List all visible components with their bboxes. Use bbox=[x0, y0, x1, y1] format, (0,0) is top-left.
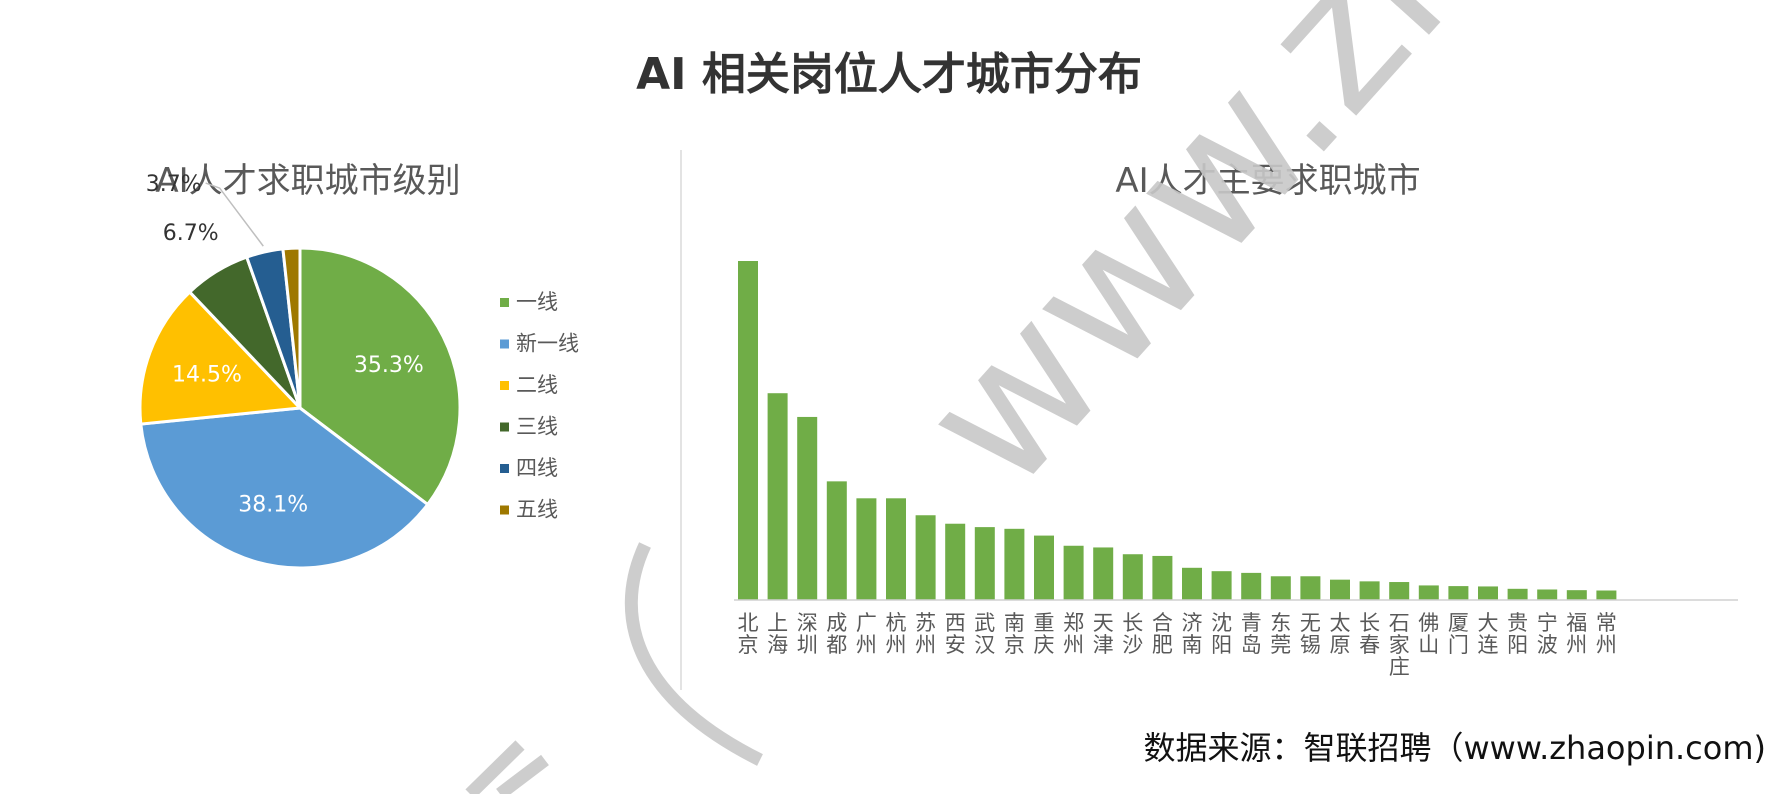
bar bbox=[738, 261, 758, 600]
legend-label: 五线 bbox=[516, 498, 558, 522]
bar bbox=[1537, 589, 1558, 600]
x-tick-label: 广州 bbox=[856, 611, 877, 657]
x-tick-label: 南京 bbox=[1004, 611, 1025, 657]
bar bbox=[1122, 554, 1143, 600]
bar bbox=[1152, 555, 1173, 600]
bar bbox=[1034, 535, 1054, 600]
bar bbox=[1182, 567, 1202, 600]
bar bbox=[767, 393, 788, 600]
legend-swatch bbox=[500, 339, 509, 349]
x-tick-label: 上海 bbox=[767, 611, 788, 657]
pie-data-label: 38.1% bbox=[238, 493, 308, 518]
x-tick-label: 杭州 bbox=[886, 611, 907, 657]
bar bbox=[945, 523, 966, 600]
legend-swatch bbox=[500, 298, 509, 307]
page-title: AI 相关岗位人才城市分布 bbox=[636, 49, 1142, 100]
x-tick-label: 长春 bbox=[1359, 611, 1380, 657]
data-source-note: 数据来源：智联招聘（www.zhaopin.com) bbox=[1143, 729, 1766, 767]
pie-chart-title: AI人才求职城市级别 bbox=[155, 161, 460, 201]
bar bbox=[1300, 576, 1321, 600]
x-tick-label: 宁波 bbox=[1537, 611, 1558, 657]
bar bbox=[886, 498, 906, 600]
x-tick-label: 石家庄 bbox=[1389, 611, 1410, 679]
bar bbox=[1270, 576, 1291, 600]
pie-data-label: 6.7% bbox=[163, 221, 219, 246]
bar bbox=[1418, 585, 1439, 600]
x-tick-label: 福州 bbox=[1566, 611, 1587, 657]
legend-swatch bbox=[500, 381, 509, 390]
pie-data-label: 35.3% bbox=[354, 353, 424, 378]
x-tick-label: 贵阳 bbox=[1507, 611, 1528, 657]
x-tick-label: 西安 bbox=[945, 611, 966, 657]
bar bbox=[1093, 547, 1114, 600]
legend-label: 四线 bbox=[516, 456, 558, 480]
pie-data-label: 3.7% bbox=[146, 172, 202, 197]
x-tick-label: 青岛 bbox=[1241, 611, 1262, 657]
x-tick-label: 深圳 bbox=[797, 611, 818, 657]
x-tick-label: 济南 bbox=[1182, 611, 1203, 657]
x-tick-label: 东莞 bbox=[1270, 611, 1291, 657]
x-tick-label: 大连 bbox=[1478, 611, 1499, 657]
x-tick-label: 太原 bbox=[1330, 611, 1351, 657]
bar bbox=[1507, 588, 1528, 600]
x-tick-label: 成都 bbox=[826, 611, 847, 657]
pie-leader-line bbox=[205, 182, 264, 247]
legend-label: 二线 bbox=[516, 373, 558, 397]
x-tick-label: 无锡 bbox=[1300, 611, 1321, 657]
x-tick-label: 长沙 bbox=[1122, 611, 1143, 657]
legend-label: 一线 bbox=[516, 290, 558, 314]
x-tick-label: 北京 bbox=[738, 611, 759, 657]
bar bbox=[1330, 579, 1350, 600]
panel-divider bbox=[680, 150, 682, 690]
x-tick-label: 合肥 bbox=[1152, 611, 1173, 657]
legend-swatch bbox=[500, 464, 509, 473]
x-tick-label: 天津 bbox=[1093, 611, 1114, 657]
legend-swatch bbox=[500, 422, 509, 432]
bar bbox=[1359, 581, 1380, 600]
bar bbox=[1566, 590, 1587, 600]
bar bbox=[1596, 590, 1617, 600]
x-tick-label: 佛山 bbox=[1418, 611, 1439, 657]
legend-label: 新一线 bbox=[516, 332, 579, 356]
pie-slice bbox=[298, 246, 462, 507]
x-tick-label: 郑州 bbox=[1063, 611, 1084, 657]
x-tick-label: 武汉 bbox=[974, 611, 995, 657]
pie-slice bbox=[138, 289, 304, 426]
bar bbox=[1004, 528, 1025, 600]
bar bbox=[1063, 545, 1084, 600]
bar bbox=[1389, 582, 1410, 600]
bar bbox=[1478, 586, 1498, 600]
bar bbox=[797, 416, 818, 600]
bar bbox=[1211, 571, 1232, 600]
watermark-fragment bbox=[465, 740, 549, 794]
bar bbox=[856, 498, 877, 600]
x-tick-label: 沈阳 bbox=[1211, 611, 1232, 657]
pie-data-label: 14.5% bbox=[172, 363, 242, 388]
legend-label: 三线 bbox=[516, 415, 558, 439]
bar-chart-title: AI人才主要求职城市 bbox=[1115, 161, 1420, 201]
x-tick-label: 厦门 bbox=[1448, 611, 1469, 657]
x-tick-label: 常州 bbox=[1596, 611, 1617, 657]
bar bbox=[1241, 572, 1262, 600]
bar bbox=[915, 515, 936, 600]
bar-chart: AI人才主要求职城市 北京上海深圳成都广州杭州苏州西安武汉南京重庆郑州天津长沙合… bbox=[734, 161, 1738, 679]
bar bbox=[974, 527, 995, 600]
bar bbox=[826, 481, 847, 600]
pie-chart: AI人才求职城市级别 35.3% 38.1% 14.5% 6.7% 3.7% 一线新一线… bbox=[138, 161, 579, 570]
pie-slice bbox=[281, 246, 302, 409]
pie-slice bbox=[139, 406, 430, 570]
legend-swatch bbox=[500, 505, 509, 515]
x-tick-label: 苏州 bbox=[915, 611, 936, 657]
x-tick-label: 重庆 bbox=[1034, 611, 1055, 657]
bar bbox=[1448, 586, 1469, 600]
